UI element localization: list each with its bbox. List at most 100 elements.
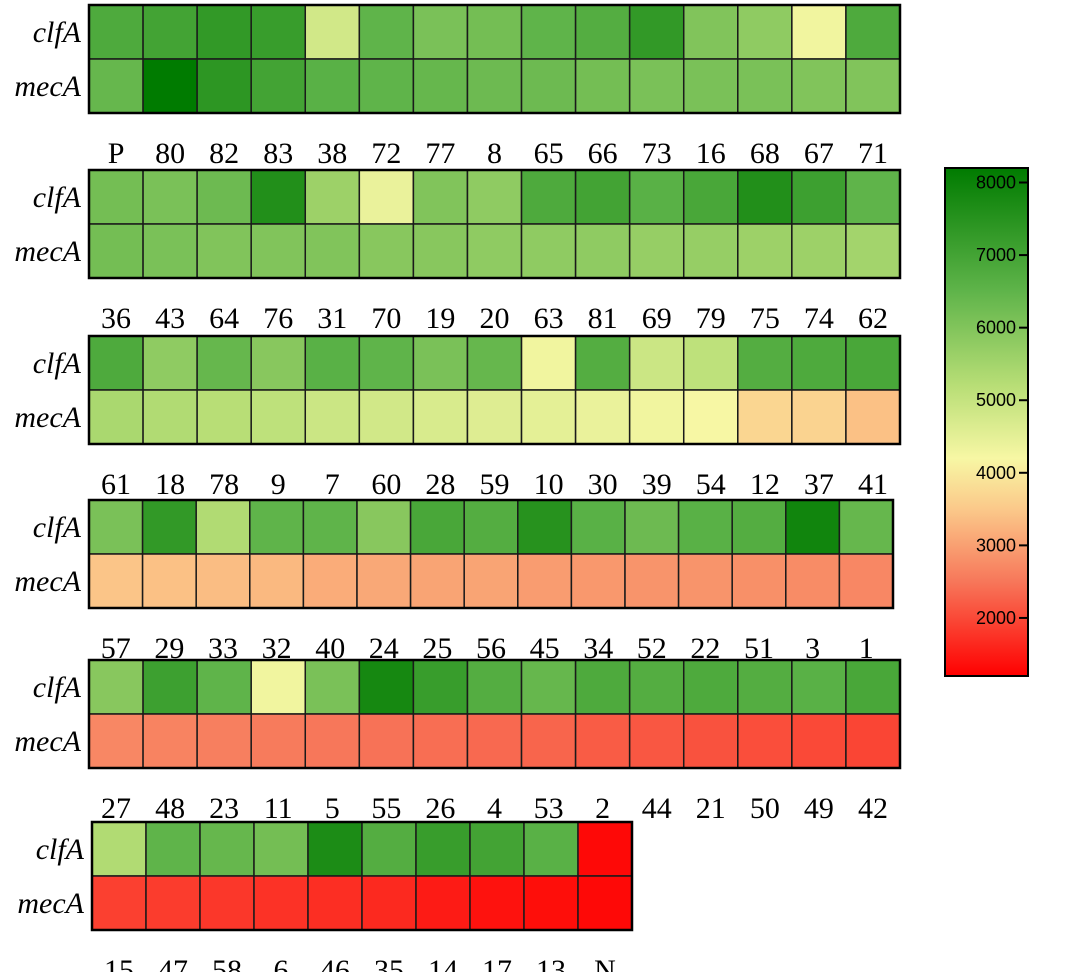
heatmap-cell xyxy=(737,4,793,60)
column-label: 58 xyxy=(212,954,242,972)
heatmap-cell xyxy=(731,499,787,555)
heatmap-cell xyxy=(682,169,739,225)
heatmap-cell xyxy=(574,335,631,391)
heatmap-cell xyxy=(304,58,361,114)
column-label: 79 xyxy=(696,302,726,335)
row-label-clfA: clfA xyxy=(33,671,82,704)
heatmap-cell xyxy=(845,169,901,225)
heatmap-cell xyxy=(791,169,847,225)
heatmap-cell xyxy=(304,659,361,715)
column-label: 44 xyxy=(642,792,672,825)
panel-border xyxy=(87,334,902,446)
heatmap-cell xyxy=(628,4,685,60)
heatmap-cell xyxy=(304,4,361,60)
heatmap-cell xyxy=(523,875,579,931)
heatmap-cell xyxy=(358,659,415,715)
column-label: 35 xyxy=(374,954,404,972)
panel-border xyxy=(87,3,902,115)
heatmap-cell xyxy=(412,659,469,715)
heatmap-cell xyxy=(250,713,307,769)
column-label: 63 xyxy=(534,302,564,335)
row-label-clfA: clfA xyxy=(36,833,85,866)
row-label-mecA: mecA xyxy=(14,725,81,758)
column-label: 59 xyxy=(480,468,510,501)
heatmap-cell xyxy=(845,58,901,114)
heatmap-cell xyxy=(466,389,523,445)
heatmap-cell xyxy=(628,659,685,715)
heatmap-cell xyxy=(517,499,573,555)
heatmap-cell xyxy=(250,4,307,60)
heatmap-cell xyxy=(249,553,305,609)
heatmap-cell xyxy=(250,659,307,715)
column-label: 27 xyxy=(101,792,131,825)
heatmap-cell xyxy=(358,223,415,279)
heatmap-cell xyxy=(791,713,847,769)
column-label: N xyxy=(594,954,616,972)
heatmap-cell xyxy=(466,169,523,225)
column-label: 10 xyxy=(534,468,564,501)
column-label: 8 xyxy=(487,137,502,170)
heatmap-cell xyxy=(523,821,579,877)
column-label: 60 xyxy=(371,468,401,501)
column-label: 21 xyxy=(696,792,726,825)
column-label: 39 xyxy=(642,468,672,501)
heatmap-cell xyxy=(577,875,633,931)
heatmap-cell xyxy=(520,335,577,391)
row-label-clfA: clfA xyxy=(33,511,82,544)
heatmap-cell xyxy=(412,169,469,225)
heatmap-cell xyxy=(574,389,631,445)
heatmap-cell xyxy=(682,4,739,60)
heatmap-cell xyxy=(469,875,525,931)
column-label: 54 xyxy=(696,468,726,501)
heatmap-cell xyxy=(466,713,523,769)
heatmap-cell xyxy=(731,553,787,609)
heatmap-cell xyxy=(361,821,417,877)
heatmap-cell xyxy=(628,223,685,279)
row-label-clfA: clfA xyxy=(33,16,82,49)
column-label: 26 xyxy=(425,792,455,825)
heatmap-cell xyxy=(250,58,307,114)
heatmap-cell xyxy=(737,713,793,769)
panel-border xyxy=(87,498,895,610)
heatmap-cell xyxy=(682,659,739,715)
column-label: 73 xyxy=(642,137,672,170)
panel-border xyxy=(87,168,902,280)
heatmap-cell xyxy=(196,169,252,225)
heatmap-cell xyxy=(304,389,361,445)
heatmap-cell xyxy=(196,58,252,114)
heatmap-cell xyxy=(145,875,201,931)
heatmap-cell xyxy=(624,553,680,609)
heatmap-cell xyxy=(466,659,523,715)
row-label-mecA: mecA xyxy=(14,70,81,103)
color-bar: 2000 3000 4000 5000 6000 7000 8000 xyxy=(944,167,1029,677)
column-label: 3 xyxy=(805,632,820,665)
column-label: 2 xyxy=(595,792,610,825)
heatmap-cell xyxy=(91,821,147,877)
heatmap-cell xyxy=(520,223,577,279)
column-label: 49 xyxy=(804,792,834,825)
color-bar-tick-label: 4000 xyxy=(976,463,1016,483)
column-label: 11 xyxy=(264,792,293,825)
heatmap-cell xyxy=(358,4,415,60)
heatmap-cell xyxy=(845,659,901,715)
heatmap-panel-1: clfA mecA P 80 82 83 38 72 77 8 65 66 73 16 68 67 71 xyxy=(14,3,902,170)
heatmap-cell xyxy=(791,58,847,114)
heatmap-cell xyxy=(574,713,631,769)
heatmap-cell xyxy=(791,335,847,391)
heatmap-cell xyxy=(412,713,469,769)
heatmap-cell xyxy=(845,335,901,391)
column-label: 43 xyxy=(155,302,185,335)
heatmap-cell xyxy=(142,4,198,60)
column-label: 36 xyxy=(101,302,131,335)
heatmap-cell xyxy=(845,4,901,60)
color-bar-tick-label: 3000 xyxy=(976,535,1016,555)
heatmap-cell xyxy=(737,169,793,225)
heatmap-cell xyxy=(415,875,471,931)
row-label-clfA: clfA xyxy=(33,181,82,214)
column-label: 50 xyxy=(750,792,780,825)
column-label: 80 xyxy=(155,137,185,170)
column-label: 47 xyxy=(158,954,188,972)
heatmap-cell xyxy=(196,4,252,60)
